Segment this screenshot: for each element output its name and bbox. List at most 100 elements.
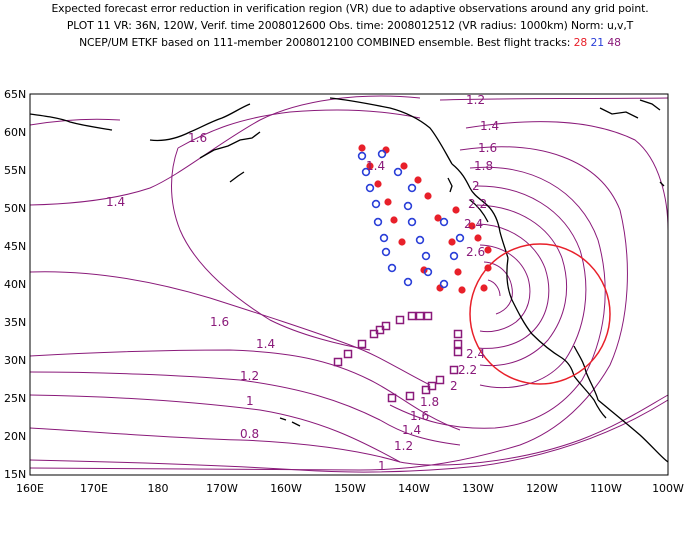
contour-label: 1.6 (410, 409, 429, 423)
blue-track-marker (377, 149, 387, 159)
x-tick-label: 170E (80, 482, 108, 495)
red-track-marker (366, 162, 374, 170)
purple-flight-track (333, 311, 463, 403)
contour-label: 1.2 (240, 369, 259, 383)
purple-track-marker (453, 329, 463, 339)
y-tick-label: 15N (4, 468, 26, 481)
purple-track-marker (405, 391, 415, 401)
contour-label: 1.8 (420, 395, 439, 409)
y-tick-label: 30N (4, 354, 26, 367)
y-tick-label: 65N (4, 88, 26, 101)
contour-label: 1.8 (474, 159, 493, 173)
blue-track-marker (365, 183, 375, 193)
contour-label: 2.4 (466, 347, 485, 361)
red-track-count: 28 (573, 36, 588, 49)
x-axis-labels: 160E 170E 180 170W 160W 150W 140W 130W 1… (16, 482, 684, 495)
blue-track-marker (455, 233, 465, 243)
y-tick-label: 20N (4, 430, 26, 443)
red-track-marker (382, 146, 390, 154)
contour-lines (29, 95, 669, 473)
contour-label: 1.4 (256, 337, 275, 351)
red-track-marker (374, 180, 382, 188)
blue-track-marker (439, 217, 449, 227)
contour-label: 2.6 (466, 245, 485, 259)
red-flight-track (358, 144, 492, 294)
purple-track-marker (449, 365, 459, 375)
blue-track-marker (423, 267, 433, 277)
header-line-3-text: NCEP/UM ETKF based on 111-member 2008012… (79, 36, 574, 49)
y-axis-labels: 65N 60N 55N 50N 45N 40N 35N 30N 25N 20N … (4, 88, 26, 481)
contour-label: 1 (378, 459, 386, 473)
red-track-marker (454, 268, 462, 276)
y-tick-label: 50N (4, 202, 26, 215)
red-track-marker (484, 246, 492, 254)
blue-track-marker (393, 167, 403, 177)
blue-track-marker (371, 199, 381, 209)
blue-flight-track (357, 149, 465, 289)
purple-track-marker (381, 321, 391, 331)
red-track-marker (390, 216, 398, 224)
contour-label: 1.2 (394, 439, 413, 453)
blue-track-marker (407, 217, 417, 227)
purple-track-marker (415, 311, 425, 321)
y-tick-label: 60N (4, 126, 26, 139)
red-track-marker (458, 286, 466, 294)
figure-header: Expected forecast error reduction in ver… (0, 0, 700, 51)
blue-track-marker (361, 167, 371, 177)
red-track-marker (420, 266, 428, 274)
blue-track-marker (403, 201, 413, 211)
x-tick-label: 130W (462, 482, 494, 495)
purple-track-marker (395, 315, 405, 325)
blue-track-marker (439, 279, 449, 289)
red-track-marker (384, 198, 392, 206)
coastline (29, 97, 669, 463)
blue-track-marker (415, 235, 425, 245)
map-frame (29, 93, 669, 476)
red-track-marker (434, 214, 442, 222)
contour-label: 1.2 (466, 93, 485, 107)
contour-label: 0.8 (240, 427, 259, 441)
header-line-1: Expected forecast error reduction in ver… (51, 2, 649, 15)
purple-track-marker (453, 347, 463, 357)
contour-label: 1.6 (188, 131, 207, 145)
purple-track-marker (435, 375, 445, 385)
blue-track-marker (373, 217, 383, 227)
blue-track-marker (407, 183, 417, 193)
header-line-3: NCEP/UM ETKF based on 111-member 2008012… (0, 34, 700, 51)
purple-track-marker (407, 311, 417, 321)
purple-track-marker (357, 339, 367, 349)
contour-label: 1.4 (480, 119, 499, 133)
red-track-marker (448, 238, 456, 246)
red-track-marker (398, 238, 406, 246)
blue-track-marker (381, 247, 391, 257)
blue-track-marker (449, 251, 459, 261)
contour-label: 2.4 (464, 217, 483, 231)
contour-label: 2.2 (468, 197, 487, 211)
contour-label: 1.6 (210, 315, 229, 329)
blue-track-marker (387, 263, 397, 273)
x-tick-label: 170W (206, 482, 238, 495)
blue-track-count: 21 (590, 36, 605, 49)
contour-labels: 1.6 1.4 1.2 1.4 1.6 1.8 2 2.2 2.4 2.6 1.… (106, 93, 499, 473)
blue-track-marker (421, 251, 431, 261)
contour-label: 2 (472, 179, 480, 193)
contour-label: 1.4 (402, 423, 421, 437)
x-tick-label: 120W (526, 482, 558, 495)
red-track-marker (400, 162, 408, 170)
y-tick-label: 45N (4, 240, 26, 253)
purple-track-marker (423, 311, 433, 321)
purple-track-marker (333, 357, 343, 367)
x-tick-label: 110W (590, 482, 622, 495)
purple-track-marker (343, 349, 353, 359)
red-track-marker (414, 176, 422, 184)
contour-label: 1.6 (478, 141, 497, 155)
red-track-marker (358, 144, 366, 152)
x-tick-label: 160W (270, 482, 302, 495)
x-tick-label: 180 (148, 482, 169, 495)
blue-track-marker (403, 277, 413, 287)
red-track-marker (436, 284, 444, 292)
blue-track-marker (379, 233, 389, 243)
contour-label: 2 (450, 379, 458, 393)
red-track-marker (474, 234, 482, 242)
